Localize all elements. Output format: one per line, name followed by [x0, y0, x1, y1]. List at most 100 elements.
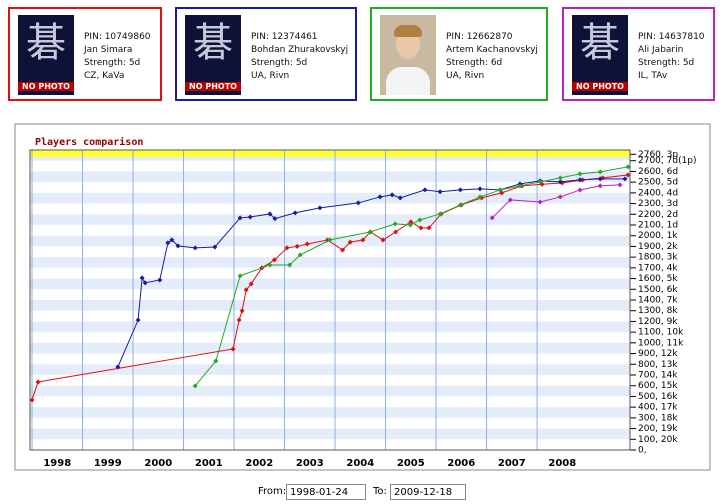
point: [175, 243, 181, 249]
point: [367, 229, 373, 235]
x-tick-label: 2005: [397, 458, 425, 469]
y-tick-label: 2000, 1k: [638, 231, 678, 241]
y-tick-label: 700, 14k: [638, 371, 678, 381]
from-label: From:: [258, 486, 287, 497]
player-info: PIN: 14637810 Ali Jabarin Strength: 5d IL, …: [638, 31, 705, 83]
strength: Strength: 5d: [638, 58, 695, 68]
point: [437, 189, 443, 195]
point: [271, 257, 277, 263]
point: [142, 280, 148, 286]
pin: PIN: 14637810: [638, 32, 705, 42]
player-card: PIN: 12662870 Artem Kachanovskyj Strength:…: [370, 7, 548, 101]
point: [418, 225, 424, 231]
point: [297, 252, 303, 258]
point: [477, 194, 483, 200]
point: [192, 383, 198, 389]
point: [284, 245, 290, 251]
player-name: Ali Jabarin: [638, 45, 684, 55]
pin: PIN: 12662870: [446, 32, 513, 42]
pin: PIN: 10749860: [84, 32, 151, 42]
photo-glyph: 碁: [580, 20, 620, 66]
hair: [394, 25, 422, 37]
point: [139, 275, 145, 281]
photo-text: NO PHOTO: [572, 82, 628, 91]
strength: Strength: 6d: [446, 58, 503, 68]
y-tick-label: 2760, 3p: [638, 150, 678, 160]
x-tick-label: 2007: [498, 458, 526, 469]
x-tick-label: 2006: [447, 458, 475, 469]
point: [327, 237, 333, 243]
point: [294, 243, 300, 249]
photo: 碁 NO PHOTO: [185, 15, 241, 95]
y-tick-label: 900, 12k: [638, 349, 678, 359]
point: [135, 317, 141, 323]
x-tick-label: 1998: [43, 458, 71, 469]
point: [236, 317, 242, 323]
point: [389, 192, 395, 198]
point: [377, 194, 383, 200]
strength: Strength: 5d: [251, 58, 308, 68]
to-input[interactable]: 2009-12-18: [390, 484, 466, 500]
point: [287, 262, 293, 268]
x-tick-label: 2008: [548, 458, 576, 469]
y-tick-label: 2300, 3d: [638, 199, 678, 209]
point: [317, 205, 323, 211]
point: [292, 210, 298, 216]
point: [157, 277, 163, 283]
y-tick-label: 2100, 1d: [638, 221, 678, 231]
location: UA, Rivn: [251, 71, 290, 81]
point: [243, 287, 249, 293]
point: [29, 397, 35, 403]
point: [165, 240, 171, 246]
point: [422, 187, 428, 193]
point: [247, 214, 253, 220]
point: [397, 195, 403, 201]
point: [557, 175, 563, 181]
player-info: PIN: 10749860 Jan Simara Strength: 5d CZ, K…: [84, 31, 151, 83]
point: [267, 211, 273, 217]
pin: PIN: 12374461: [251, 32, 318, 42]
point: [248, 281, 254, 287]
point: [489, 215, 495, 221]
player-name: Artem Kachanovskyj: [446, 45, 538, 55]
y-tick-label: 2700, 7d(1p): [638, 156, 697, 166]
player-card: 碁 NO PHOTO PIN: 12374461 Bohdan Zhurakovsky…: [175, 7, 357, 101]
photo: 碁 NO PHOTO: [18, 15, 74, 95]
point: [115, 364, 121, 370]
point: [212, 244, 218, 250]
point: [213, 358, 219, 364]
point: [477, 186, 483, 192]
location: IL, TAv: [638, 71, 668, 81]
point: [380, 237, 386, 243]
y-tick-label: 100, 20k: [638, 435, 678, 445]
point: [408, 219, 414, 225]
point: [393, 229, 399, 235]
player-card: 碁 NO PHOTO PIN: 14637810 Ali Jabarin Strengt…: [562, 7, 715, 101]
point: [557, 179, 563, 185]
player-name: Bohdan Zhurakovskyj: [251, 45, 349, 55]
from-input[interactable]: 1998-01-24: [286, 484, 366, 500]
point: [272, 216, 278, 222]
y-tick-label: 1600, 5k: [638, 274, 678, 284]
y-tick-label: 1900, 2k: [638, 242, 678, 252]
point: [340, 247, 346, 253]
photo-text: NO PHOTO: [185, 82, 241, 91]
y-tick-label: 1300, 8k: [638, 306, 678, 316]
player-name: Jan Simara: [84, 45, 133, 55]
point: [267, 262, 273, 268]
y-tick-label: 1700, 4k: [638, 263, 678, 273]
y-tick-label: 0,: [638, 446, 647, 456]
point: [437, 211, 443, 217]
point: [577, 187, 583, 193]
y-tick-label: 1800, 3k: [638, 253, 678, 263]
photo-glyph: 碁: [26, 20, 66, 66]
point: [426, 225, 432, 231]
to-label: To:: [373, 486, 387, 497]
point: [557, 194, 563, 200]
chart-title: Players comparison: [35, 136, 143, 148]
y-tick-label: 1200, 9k: [638, 317, 678, 327]
player-info: PIN: 12662870 Artem Kachanovskyj Strength:…: [446, 31, 538, 83]
player-info: PIN: 12374461 Bohdan Zhurakovskyj Strength…: [251, 31, 348, 83]
point: [417, 217, 423, 223]
